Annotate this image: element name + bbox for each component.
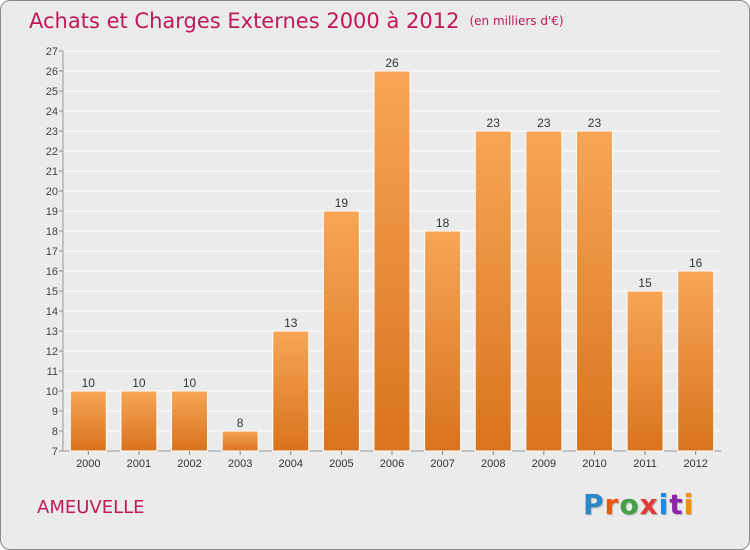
bar [525, 130, 563, 452]
logo-letter: i [683, 488, 695, 521]
x-tick-label: 2009 [532, 458, 556, 470]
y-tick-label: 18 [46, 226, 58, 238]
y-tick-label: 15 [46, 286, 58, 298]
chart-title-text: Achats et Charges Externes 2000 à 2012 [29, 9, 460, 33]
x-tick-label: 2011 [633, 458, 657, 470]
bar-value-label: 23 [487, 116, 501, 130]
bar-value-label: 19 [335, 196, 349, 210]
y-tick-label: 7 [52, 446, 58, 458]
y-tick-label: 9 [52, 406, 58, 418]
y-tick-label: 19 [46, 206, 58, 218]
x-tick-label: 2008 [481, 458, 505, 470]
y-tick-label: 12 [46, 346, 58, 358]
bar [373, 70, 411, 452]
y-tick-label: 17 [46, 246, 58, 258]
logo-letter: i [658, 488, 670, 521]
bar-value-label: 18 [436, 216, 450, 230]
x-tick-label: 2003 [228, 458, 252, 470]
bar [575, 130, 613, 452]
bar-value-label: 23 [537, 116, 551, 130]
y-tick-label: 14 [46, 306, 58, 318]
bar-value-label: 13 [284, 316, 298, 330]
bar [272, 330, 310, 452]
y-tick-label: 26 [46, 66, 58, 78]
y-tick-label: 11 [47, 366, 58, 378]
x-tick-label: 2012 [683, 458, 707, 470]
y-tick-label: 16 [46, 266, 58, 278]
bar [424, 230, 462, 452]
y-tick-label: 22 [46, 146, 58, 158]
bar-value-label: 23 [588, 116, 602, 130]
bar-value-label: 26 [385, 56, 399, 70]
bar [474, 130, 512, 452]
y-tick-label: 10 [46, 386, 58, 398]
bar-value-label: 10 [82, 376, 96, 390]
x-tick-label: 2005 [329, 458, 353, 470]
bar [120, 390, 158, 452]
x-tick-label: 2010 [582, 458, 606, 470]
logo-letter: r [604, 488, 620, 521]
bar-value-label: 10 [132, 376, 146, 390]
proxiti-logo: Proxiti [583, 488, 694, 521]
bar [322, 210, 360, 452]
x-tick-label: 2001 [127, 458, 151, 470]
y-tick-label: 13 [46, 326, 58, 338]
y-tick-label: 25 [46, 86, 58, 98]
chart-unit: (en milliers d'€) [469, 14, 564, 28]
x-tick-label: 2006 [380, 458, 404, 470]
place-name: AMEUVELLE [37, 497, 145, 518]
x-tick-label: 2007 [430, 458, 454, 470]
x-tick-label: 2000 [76, 458, 100, 470]
logo-letter: o [619, 488, 640, 521]
bar-value-label: 10 [183, 376, 197, 390]
bar [677, 270, 715, 452]
y-tick-label: 27 [46, 46, 58, 58]
logo-letter: P [583, 488, 605, 521]
y-tick-label: 24 [46, 106, 58, 118]
bar [626, 290, 664, 452]
logo-letter: x [639, 488, 659, 521]
y-tick-label: 23 [46, 126, 58, 138]
bar-value-label: 15 [638, 276, 652, 290]
y-tick-label: 20 [46, 186, 58, 198]
x-tick-label: 2004 [279, 458, 303, 470]
y-tick-label: 21 [46, 166, 58, 178]
bar [221, 430, 259, 452]
x-tick-label: 2002 [177, 458, 201, 470]
bar [69, 390, 107, 452]
bar [171, 390, 209, 452]
y-tick-label: 8 [52, 426, 58, 438]
bar-value-label: 16 [689, 256, 703, 270]
chart-title: Achats et Charges Externes 2000 à 2012 (e… [29, 9, 564, 33]
bar-value-label: 8 [237, 416, 244, 430]
logo-letter: t [669, 488, 684, 521]
